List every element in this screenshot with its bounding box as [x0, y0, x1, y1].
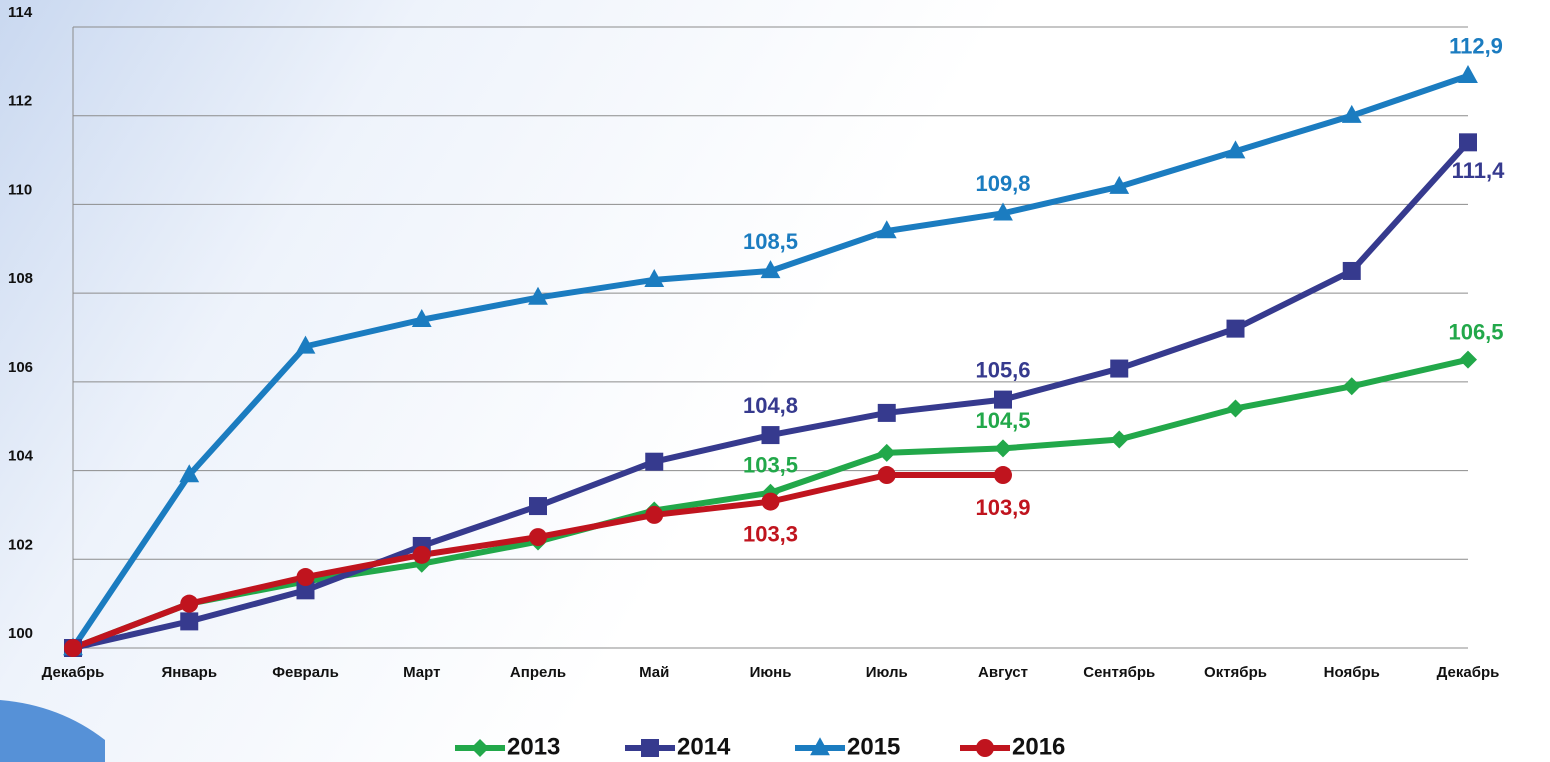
x-tick-label: Ноябрь — [1324, 664, 1380, 681]
marker — [1341, 104, 1362, 123]
marker — [296, 581, 315, 600]
marker — [1109, 175, 1130, 194]
marker — [1342, 377, 1361, 396]
marker — [412, 545, 431, 564]
data-label: 103,3 — [743, 521, 798, 546]
marker — [295, 335, 316, 354]
data-label: 104,8 — [743, 393, 798, 418]
x-tick-label: Октябрь — [1204, 664, 1267, 681]
y-tick-label: 104 — [8, 448, 34, 465]
marker — [1110, 430, 1129, 449]
marker — [528, 286, 548, 305]
data-label: 104,5 — [975, 408, 1030, 433]
legend-label: 2014 — [677, 733, 731, 760]
y-tick-label: 114 — [8, 4, 33, 21]
marker — [761, 426, 780, 445]
marker — [976, 739, 994, 757]
data-label: 112,9 — [1449, 34, 1503, 59]
marker — [1459, 350, 1477, 369]
marker — [1110, 359, 1129, 378]
marker — [179, 464, 200, 483]
data-label: 105,6 — [975, 357, 1030, 382]
legend-label: 2015 — [847, 733, 900, 760]
marker — [64, 639, 82, 657]
data-label: 103,5 — [743, 453, 798, 478]
marker — [296, 568, 315, 587]
marker — [641, 739, 659, 757]
marker — [877, 466, 896, 485]
y-tick-label: 108 — [8, 270, 33, 287]
x-tick-label: Сентябрь — [1083, 664, 1155, 681]
marker — [1225, 140, 1246, 159]
x-tick-label: Апрель — [510, 664, 566, 681]
x-tick-label: Март — [403, 664, 440, 681]
marker — [644, 269, 665, 288]
marker — [411, 308, 432, 327]
marker — [761, 492, 780, 511]
marker — [994, 390, 1012, 409]
marker — [529, 497, 547, 516]
marker — [529, 528, 547, 547]
data-label: 109,8 — [975, 171, 1030, 196]
marker — [1459, 133, 1477, 152]
marker — [1226, 399, 1245, 418]
marker — [877, 403, 896, 422]
marker — [876, 220, 897, 239]
marker — [810, 737, 830, 756]
y-tick-label: 102 — [8, 536, 33, 553]
marker — [180, 594, 199, 613]
marker — [1226, 319, 1245, 338]
x-tick-label: Декабрь — [42, 664, 105, 681]
x-tick-label: Июль — [866, 664, 908, 681]
marker — [760, 260, 781, 279]
y-tick-label: 100 — [8, 625, 33, 642]
marker — [645, 452, 664, 471]
y-tick-label: 106 — [8, 359, 33, 376]
marker — [877, 443, 896, 462]
marker — [994, 439, 1012, 458]
x-tick-label: Декабрь — [1437, 664, 1500, 681]
legend-label: 2016 — [1012, 733, 1065, 760]
data-label: 103,9 — [975, 495, 1030, 520]
y-tick-label: 110 — [8, 181, 32, 198]
x-tick-label: Август — [978, 664, 1028, 681]
marker — [180, 612, 199, 631]
marker — [471, 739, 489, 757]
marker — [1458, 64, 1478, 83]
data-label: 106,5 — [1448, 319, 1503, 344]
decoration — [0, 700, 105, 762]
data-label: 111,4 — [1452, 158, 1505, 183]
marker — [993, 202, 1013, 221]
marker — [994, 466, 1012, 485]
marker — [1342, 261, 1361, 280]
x-tick-label: Июнь — [750, 664, 792, 681]
x-tick-label: Февраль — [272, 664, 339, 681]
x-tick-label: Январь — [161, 664, 217, 681]
x-tick-label: Май — [639, 664, 669, 681]
y-tick-label: 112 — [8, 93, 32, 110]
legend-label: 2013 — [507, 733, 560, 760]
marker — [645, 505, 664, 524]
data-label: 108,5 — [743, 229, 798, 254]
